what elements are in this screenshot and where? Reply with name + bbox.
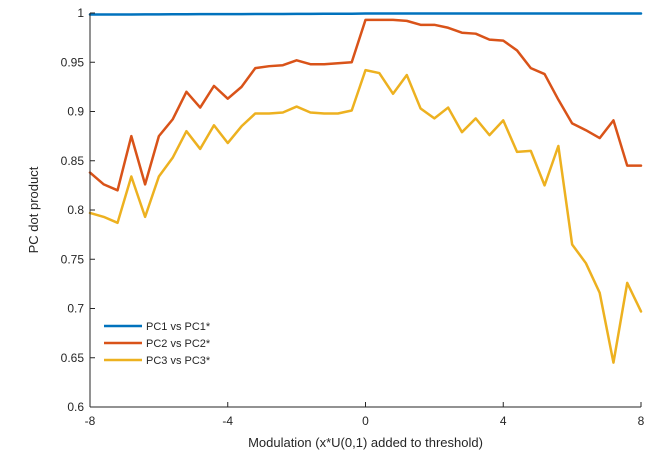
series-line-2	[88, 18, 643, 192]
series-line-3	[88, 68, 643, 364]
series-line-1	[88, 12, 643, 16]
y-tick-label: 0.9	[67, 105, 84, 119]
x-tick-label: -8	[85, 414, 96, 428]
ticks-layer: 0.6 0.65 0.7 0.75 0.8 0.85 0.9 0.95 1 -8 -4 0 4 8	[61, 6, 645, 428]
y-tick-label: 0.75	[61, 252, 85, 266]
x-tick-label: -4	[222, 414, 233, 428]
y-tick-label: 1	[77, 6, 84, 20]
legend-label-3: PC3 vs PC3*	[146, 355, 211, 367]
legend: PC1 vs PC1* PC2 vs PC2* PC3 vs PC3*	[104, 321, 211, 367]
y-axis-label: PC dot product	[26, 166, 41, 253]
x-tick-label: 0	[362, 414, 369, 428]
y-tick-label: 0.7	[67, 302, 84, 316]
series-layer	[88, 12, 643, 364]
y-tick-label: 0.65	[61, 351, 85, 365]
y-tick-label: 0.85	[61, 154, 85, 168]
y-tick-label: 0.8	[67, 203, 84, 217]
legend-label-1: PC1 vs PC1*	[146, 321, 211, 333]
legend-label-2: PC2 vs PC2*	[146, 338, 211, 350]
x-tick-label: 8	[638, 414, 645, 428]
plot-area	[90, 13, 641, 407]
y-tick-label: 0.95	[61, 55, 85, 69]
y-tick-label: 0.6	[67, 400, 84, 414]
x-tick-label: 4	[500, 414, 507, 428]
x-axis-label: Modulation (x*U(0,1) added to threshold)	[248, 435, 483, 450]
